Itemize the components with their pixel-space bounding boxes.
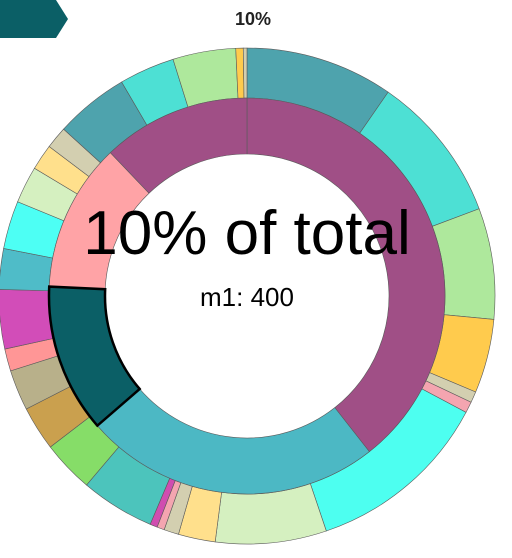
inner-ring-selected-outline-0 — [47, 285, 142, 428]
center-value-label: m1: 400 — [200, 282, 294, 312]
outer-ring-segment-27[interactable] — [242, 47, 248, 99]
breadcrumb[interactable] — [0, 0, 70, 40]
inner-ring-segment-0[interactable] — [246, 97, 446, 453]
inner-ring-segment-4[interactable] — [109, 97, 248, 194]
breadcrumb-segment[interactable] — [0, 0, 70, 40]
center-percent-label: 10% of total — [83, 199, 411, 268]
chart-title: 10% — [234, 9, 272, 29]
